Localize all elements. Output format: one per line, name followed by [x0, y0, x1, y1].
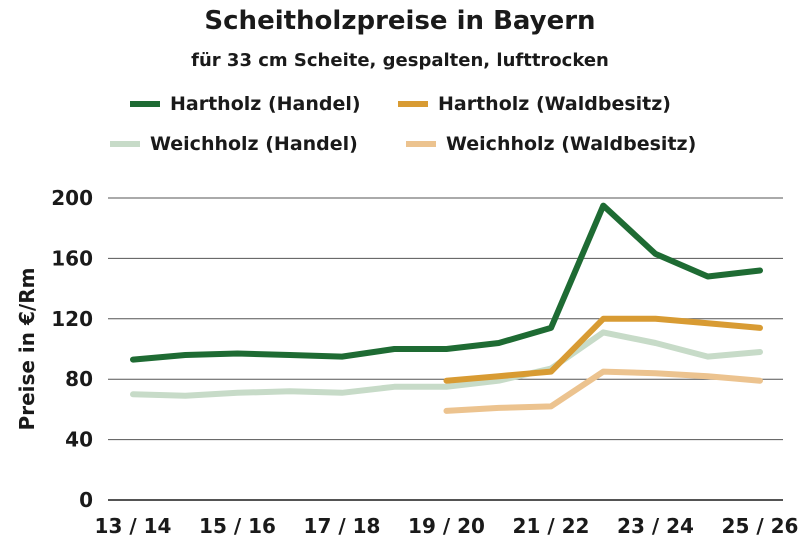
y-tick-label-200: 200	[51, 186, 93, 210]
chart-title: Scheitholzpreise in Bayern	[204, 6, 596, 36]
chart-subtitle: für 33 cm Scheite, gespalten, lufttrocke…	[191, 50, 609, 71]
legend-label-hartholz-handel: Hartholz (Handel)	[170, 93, 361, 115]
y-tick-label-80: 80	[65, 367, 93, 391]
legend-swatch-weichholz-waldbesitz	[406, 141, 436, 147]
series-line-hartholz-handel	[130, 202, 763, 363]
legend-item-weichholz-waldbesitz: Weichholz (Waldbesitz)	[406, 133, 696, 155]
y-tick-label-0: 0	[79, 488, 93, 512]
legend-label-weichholz-handel: Weichholz (Handel)	[150, 133, 358, 155]
y-axis-title: Preise in €/Rm	[15, 268, 39, 431]
legend-item-weichholz-handel: Weichholz (Handel)	[110, 133, 358, 155]
series-line-hartholz-waldbesitz	[443, 315, 763, 384]
legend-label-hartholz-waldbesitz: Hartholz (Waldbesitz)	[438, 93, 671, 115]
x-tick-label-2122: 21 / 22	[513, 514, 590, 538]
legend-swatch-hartholz-handel	[130, 101, 160, 107]
y-tick-label-40: 40	[65, 428, 93, 452]
legend-swatch-weichholz-handel	[110, 141, 140, 147]
x-tick-label-1920: 19 / 20	[408, 514, 485, 538]
y-tick-label-120: 120	[51, 307, 93, 331]
x-tick-label-1718: 17 / 18	[304, 514, 381, 538]
x-tick-label-2526: 25 / 26	[722, 514, 799, 538]
legend-swatch-hartholz-waldbesitz	[398, 101, 428, 107]
legend-label-weichholz-waldbesitz: Weichholz (Waldbesitz)	[446, 133, 697, 155]
legend-item-hartholz-waldbesitz: Hartholz (Waldbesitz)	[398, 93, 671, 115]
series-line-weichholz-handel	[130, 329, 763, 399]
x-tick-label-1314: 13 / 14	[95, 514, 172, 538]
legend-item-hartholz-handel: Hartholz (Handel)	[130, 93, 361, 115]
y-tick-label-160: 160	[51, 246, 93, 270]
x-tick-label-2324: 23 / 24	[617, 514, 694, 538]
x-tick-label-1516: 15 / 16	[199, 514, 276, 538]
series-line-weichholz-waldbesitz	[443, 368, 763, 414]
